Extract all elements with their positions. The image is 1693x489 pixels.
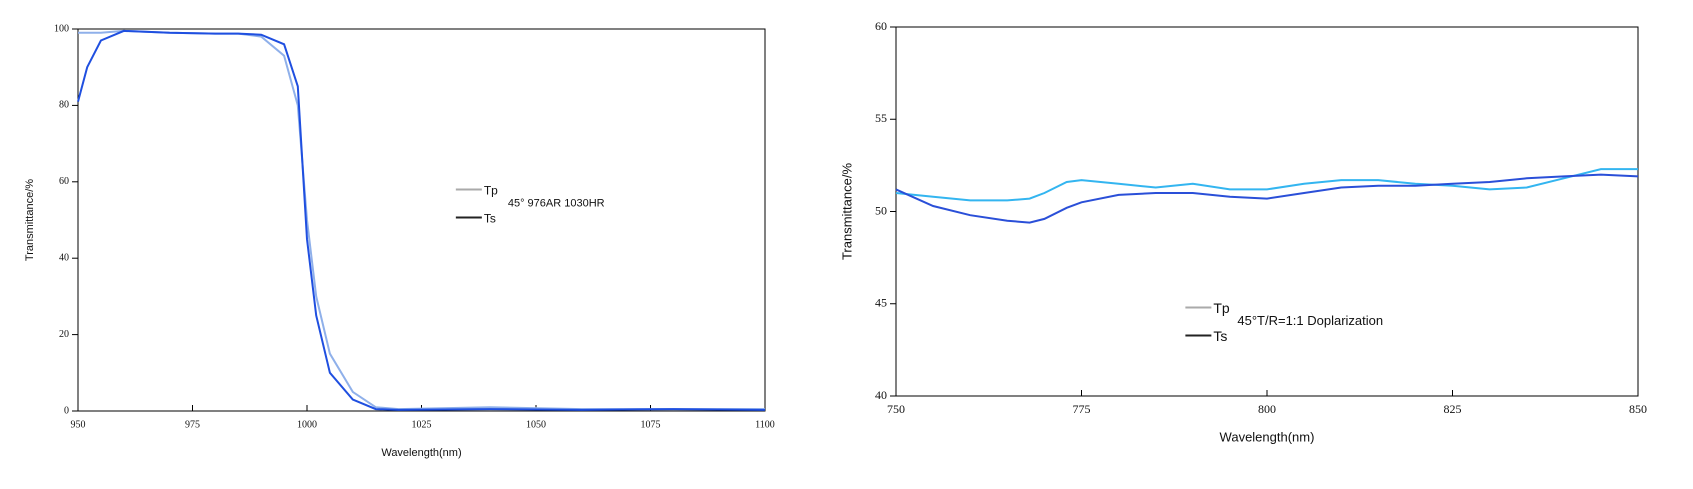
x-tick-label: 1025 <box>412 419 432 430</box>
x-tick-label: 800 <box>1258 402 1276 416</box>
y-tick-label: 50 <box>875 203 887 217</box>
y-tick-label: 0 <box>64 405 69 416</box>
y-tick-label: 80 <box>59 100 69 111</box>
x-axis-label: Wavelength(nm) <box>1220 429 1315 444</box>
y-tick-label: 45 <box>875 296 887 310</box>
annotation: 45° 976AR 1030HR <box>508 197 605 209</box>
x-tick-label: 775 <box>1073 402 1091 416</box>
y-tick-label: 55 <box>875 111 887 125</box>
x-tick-label: 750 <box>887 402 905 416</box>
legend-label: Tp <box>1213 300 1230 316</box>
legend-label: Ts <box>484 212 496 226</box>
series-line <box>895 168 1638 202</box>
x-tick-label: 1050 <box>526 419 546 430</box>
series-line <box>77 29 766 411</box>
x-tick-label: 1000 <box>297 419 317 430</box>
y-tick-label: 60 <box>59 176 69 187</box>
y-tick-label: 40 <box>875 388 887 402</box>
legend-label: Ts <box>1213 328 1227 344</box>
plot-frame <box>895 26 1639 397</box>
plot-frame <box>77 28 766 412</box>
y-tick-label: 40 <box>59 252 69 263</box>
y-axis-label: Transmittance/% <box>24 179 36 261</box>
x-tick-label: 850 <box>1629 402 1647 416</box>
x-tick-label: 1100 <box>755 419 775 430</box>
series-line <box>895 173 1639 224</box>
annotation: 45°T/R=1:1 Doplarization <box>1237 313 1383 328</box>
x-tick-label: 950 <box>71 419 86 430</box>
x-tick-label: 1075 <box>641 419 661 430</box>
y-tick-label: 60 <box>875 19 887 33</box>
x-tick-label: 825 <box>1444 402 1462 416</box>
series-line <box>78 29 765 411</box>
y-tick-label: 100 <box>54 23 69 34</box>
legend-label: Tp <box>484 184 498 198</box>
y-axis-label: Transmittance/% <box>839 163 854 260</box>
x-axis-label: Wavelength(nm) <box>381 447 461 459</box>
y-tick-label: 20 <box>59 329 69 340</box>
x-tick-label: 975 <box>185 419 200 430</box>
